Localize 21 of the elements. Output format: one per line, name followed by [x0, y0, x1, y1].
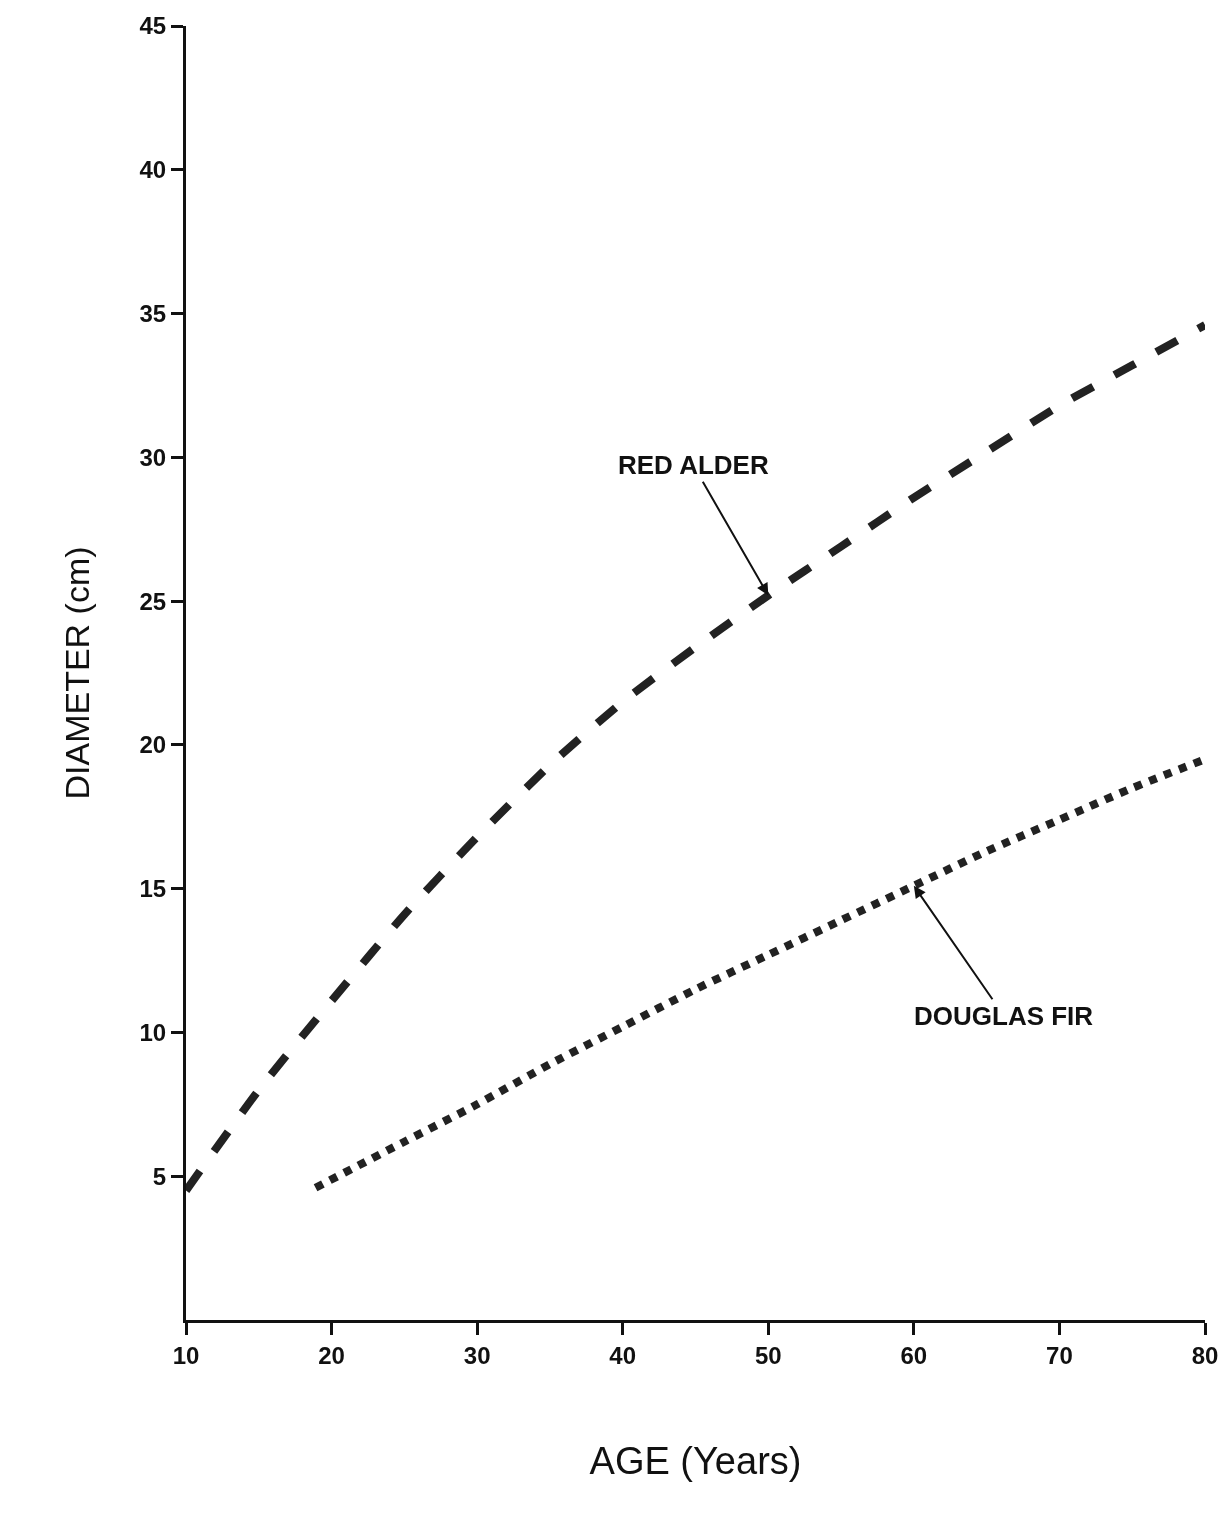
y-tick-label: 20 [139, 731, 167, 759]
y-axis-title: DIAMETER (cm) [58, 546, 97, 800]
x-tick-label: 10 [172, 1341, 200, 1369]
annotation: RED ALDER [618, 450, 769, 480]
x-tick-label: 30 [463, 1341, 491, 1369]
y-tick-label: 35 [139, 299, 167, 327]
x-tick-label: 20 [318, 1341, 345, 1369]
x-tick-label: 60 [900, 1341, 928, 1369]
x-tick-label: 70 [1046, 1341, 1073, 1369]
x-tick-label: 80 [1191, 1341, 1219, 1369]
x-tick-label: 40 [609, 1341, 637, 1369]
y-tick-label: 30 [139, 443, 167, 471]
y-tick-label: 5 [152, 1162, 167, 1190]
y-tick-label: 25 [139, 587, 167, 615]
x-axis-title: AGE (Years) [589, 1439, 802, 1482]
y-tick-label: 40 [139, 156, 167, 184]
x-tick-label: 50 [754, 1341, 782, 1369]
y-tick-label: 15 [139, 875, 167, 903]
annotation: DOUGLAS FIR [914, 1001, 1094, 1031]
y-tick-label: 10 [139, 1018, 167, 1046]
y-tick-label: 45 [139, 12, 167, 40]
